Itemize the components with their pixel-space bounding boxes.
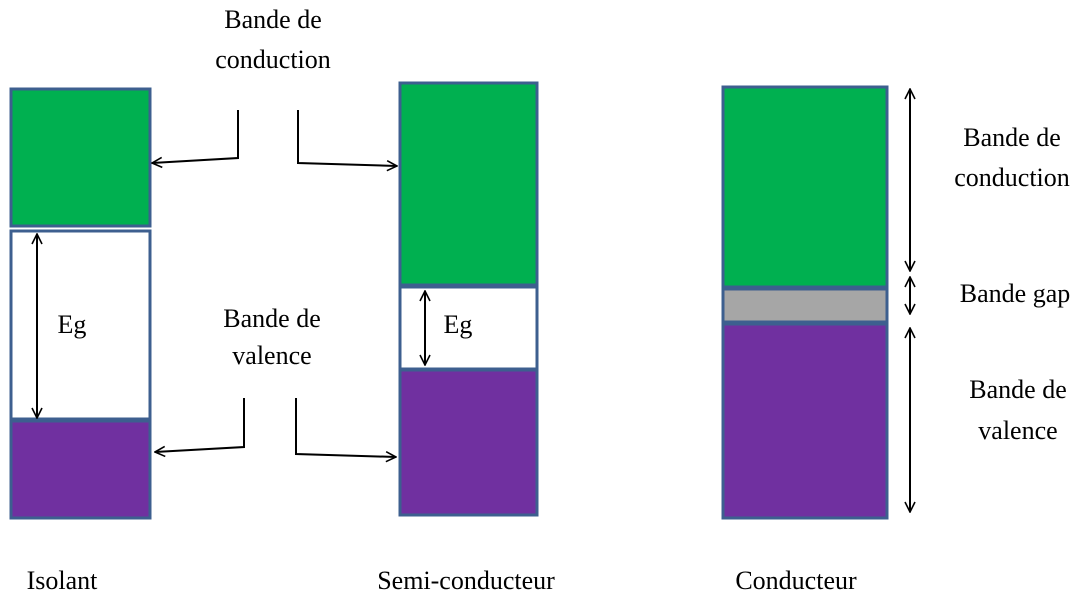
label: valence [978,416,1057,445]
material-label: Conducteur [735,566,857,595]
material-label: Semi-conducteur [377,566,555,595]
label: conduction [954,163,1070,192]
gap-band [721,287,889,324]
conduction-band [721,85,889,289]
pointer-arrow [152,110,239,163]
label: Bande de [969,375,1066,404]
label: conduction [215,45,331,74]
valence-band [721,322,889,520]
material-label: Isolant [27,566,99,595]
conduction-band [398,81,539,287]
label: valence [232,341,311,370]
valence-band [398,368,539,517]
valence-band [9,419,152,520]
label: Bande gap [960,279,1070,308]
label: Bande de [223,304,320,333]
label: Bande de [963,123,1060,152]
eg-label: Eg [444,310,473,339]
pointer-arrow [155,398,245,452]
label: Bande de [224,5,321,34]
conduction-band [9,87,152,228]
pointer-arrow [297,110,397,166]
eg-label: Eg [58,310,87,339]
pointer-arrow [295,398,396,457]
